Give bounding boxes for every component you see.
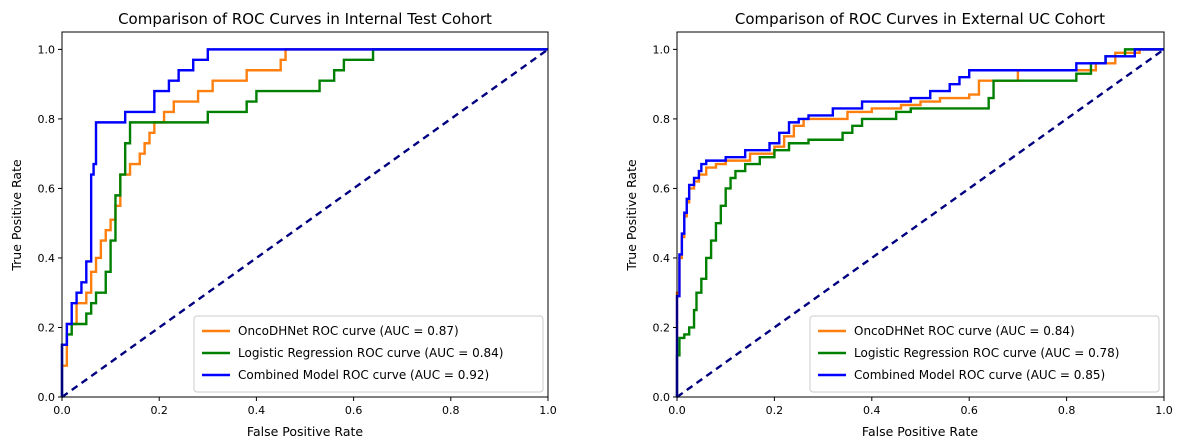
y-tick-label: 0.8 xyxy=(38,113,56,126)
chart-title: Comparison of ROC Curves in Internal Tes… xyxy=(118,10,492,28)
roc-chart-external: Comparison of ROC Curves in External UC … xyxy=(624,10,1173,439)
x-tick-label: 1.0 xyxy=(539,404,557,417)
legend: OncoDHNet ROC curve (AUC = 0.84) Logistic… xyxy=(809,315,1160,393)
series-line-1 xyxy=(675,48,1164,397)
y-tick-label: 0.0 xyxy=(38,391,56,404)
y-tick-label: 0.2 xyxy=(653,321,671,334)
x-tick-label: 0.6 xyxy=(345,404,363,417)
x-tick-label: 0.2 xyxy=(766,404,784,417)
y-axis-label: True Positive Rate xyxy=(624,159,639,272)
legend-entry-label: OncoDHNet ROC curve (AUC = 0.87) xyxy=(238,324,459,338)
x-axis-label: False Positive Rate xyxy=(862,424,978,439)
ticks-layer: 0.0 0.2 0.4 0.6 0.8 1.0 0.0 0.2 0.4 0.6 0.8 1.0 xyxy=(38,43,557,417)
legend-box xyxy=(193,315,544,393)
x-tick-label: 0.0 xyxy=(53,404,71,417)
legend-entry-label: OncoDHNet ROC curve (AUC = 0.84) xyxy=(854,324,1075,338)
y-tick-label: 0.4 xyxy=(653,252,671,265)
y-tick-label: 0.2 xyxy=(38,321,56,334)
x-tick-label: 0.8 xyxy=(442,404,460,417)
y-axis-label: True Positive Rate xyxy=(9,159,24,272)
ticks-layer: 0.0 0.2 0.4 0.6 0.8 1.0 0.0 0.2 0.4 0.6 0.8 1.0 xyxy=(653,43,1173,417)
legend-entry-label: Logistic Regression ROC curve (AUC = 0.7… xyxy=(854,346,1119,360)
y-tick-label: 1.0 xyxy=(653,43,671,56)
series-line-2 xyxy=(60,48,548,397)
series-line-0 xyxy=(60,48,548,397)
chart-title: Comparison of ROC Curves in External UC … xyxy=(735,10,1105,28)
series-layer xyxy=(675,48,1165,398)
plot-frame xyxy=(61,31,549,398)
y-tick-label: 0.6 xyxy=(38,182,56,195)
x-tick-label: 0.0 xyxy=(668,404,686,417)
x-tick-label: 0.8 xyxy=(1058,404,1076,417)
series-layer xyxy=(60,48,549,398)
legend-entry-label: Combined Model ROC curve (AUC = 0.85) xyxy=(854,368,1105,382)
chance-diagonal-line xyxy=(61,48,549,398)
y-tick-label: 0.4 xyxy=(38,252,56,265)
x-tick-label: 0.4 xyxy=(248,404,266,417)
legend: OncoDHNet ROC curve (AUC = 0.87) Logistic… xyxy=(193,315,544,393)
legend-entry-label: Combined Model ROC curve (AUC = 0.92) xyxy=(238,368,489,382)
x-tick-label: 0.6 xyxy=(960,404,978,417)
y-tick-label: 1.0 xyxy=(38,43,56,56)
x-tick-label: 1.0 xyxy=(1155,404,1173,417)
y-tick-label: 0.8 xyxy=(653,113,671,126)
legend-box xyxy=(809,315,1160,393)
series-line-2 xyxy=(675,48,1164,397)
legend-entry-label: Logistic Regression ROC curve (AUC = 0.8… xyxy=(238,346,503,360)
x-tick-label: 0.4 xyxy=(863,404,881,417)
x-tick-label: 0.2 xyxy=(150,404,168,417)
roc-chart-internal: Comparison of ROC Curves in Internal Tes… xyxy=(9,10,557,439)
series-line-1 xyxy=(60,48,548,397)
y-tick-label: 0.6 xyxy=(653,182,671,195)
x-axis-label: False Positive Rate xyxy=(247,424,363,439)
y-tick-label: 0.0 xyxy=(653,391,671,404)
plot-frame xyxy=(676,31,1165,398)
chance-diagonal-line xyxy=(676,48,1165,398)
